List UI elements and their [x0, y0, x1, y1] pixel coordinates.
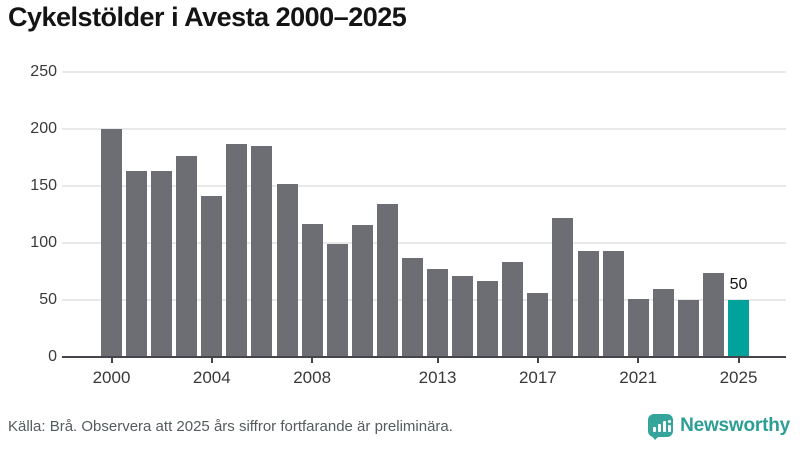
bar-2011	[376, 204, 398, 357]
x-axis-tick	[110, 357, 113, 363]
bar-2020	[602, 250, 624, 357]
x-axis-tick	[436, 357, 439, 363]
bar-2002	[151, 171, 173, 357]
gridline	[62, 299, 786, 301]
bar-2005	[226, 143, 248, 357]
gridline	[62, 71, 786, 73]
bar-2013	[427, 269, 449, 357]
source-text: Källa: Brå. Observera att 2025 års siffr…	[8, 417, 453, 435]
bar-2015	[477, 280, 499, 357]
x-axis-tick-label: 2000	[92, 368, 131, 387]
bar-2019	[577, 250, 599, 357]
bar-2018	[552, 217, 574, 357]
x-axis-tick	[737, 357, 740, 363]
y-axis-tick-label: 200	[30, 120, 57, 137]
newsworthy-icon	[648, 413, 674, 440]
bar-2003	[176, 156, 198, 357]
x-axis-tick-label: 2004	[192, 368, 231, 387]
y-axis-tick-label: 150	[30, 177, 57, 194]
x-axis-tick-label: 2008	[293, 368, 332, 387]
y-axis-tick-label: 0	[48, 348, 57, 365]
bar-2024	[702, 272, 724, 357]
x-axis-tick-label: 2013	[418, 368, 457, 387]
gridline	[62, 242, 786, 244]
bar-2017	[527, 293, 549, 357]
bar-2010	[351, 224, 373, 357]
bar-value-label: 50	[729, 276, 748, 293]
gridline	[62, 128, 786, 130]
bar-2021	[627, 298, 649, 357]
bar-2006	[251, 146, 273, 357]
x-axis-tick	[637, 357, 640, 363]
bar-2014	[452, 276, 474, 357]
y-axis-tick-label: 100	[30, 234, 57, 251]
footer: Källa: Brå. Observera att 2025 års siffr…	[0, 408, 800, 450]
bar-highlighted-2025	[728, 300, 749, 357]
x-axis-tick-label: 2025	[719, 368, 758, 387]
bar-2004	[201, 196, 223, 357]
bar-2023	[677, 300, 699, 357]
bar-2008	[301, 223, 323, 357]
bar-2012	[401, 257, 423, 357]
y-axis-tick-label: 50	[39, 291, 57, 308]
x-axis-line	[62, 356, 786, 358]
bar-2007	[276, 183, 298, 357]
x-axis-tick	[536, 357, 539, 363]
newsworthy-logo-link[interactable]: Newsworthy	[648, 413, 790, 440]
page-title: Cykelstölder i Avesta 2000–2025	[8, 2, 407, 32]
bar-2001	[126, 171, 148, 357]
x-axis-tick-label: 2017	[518, 368, 557, 387]
bar-2000	[101, 129, 122, 357]
gridline	[62, 185, 786, 187]
bar-2016	[502, 262, 524, 357]
x-axis-tick	[210, 357, 213, 363]
x-axis-tick	[311, 357, 314, 363]
newsworthy-wordmark: Newsworthy	[680, 415, 790, 436]
y-axis-tick-label: 250	[30, 63, 57, 80]
x-axis-tick-label: 2021	[619, 368, 658, 387]
bar-2009	[326, 244, 348, 357]
bar-2022	[652, 288, 674, 357]
bar-chart: 0 50 100 150 200 250 2000 2004 2008 2013 2017 2021 2…	[30, 63, 786, 387]
